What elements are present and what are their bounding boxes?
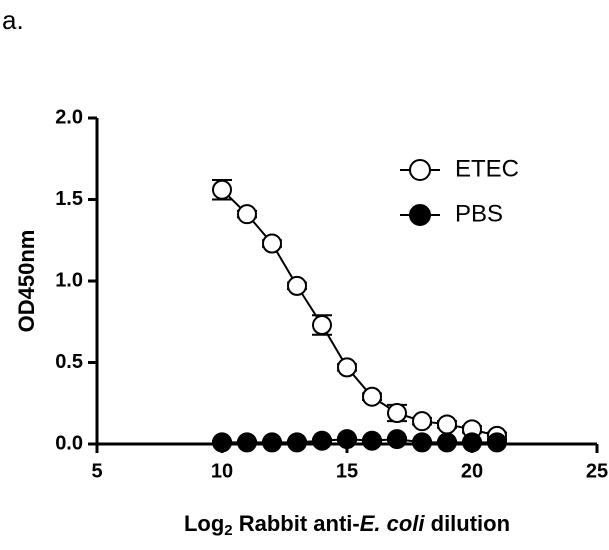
data-point: [362, 386, 382, 407]
x-tick-label: 10: [211, 460, 233, 482]
data-point: [287, 275, 307, 296]
data-point: [337, 357, 357, 378]
data-point: [262, 432, 282, 453]
data-point: [412, 411, 432, 432]
x-label-part: Rabbit anti-: [233, 511, 360, 536]
data-point: [462, 432, 482, 453]
data-point: [312, 430, 332, 451]
data-point: [487, 432, 507, 453]
data-point: [262, 233, 282, 254]
data-point: [362, 430, 382, 451]
y-tick-label: 0.5: [55, 351, 83, 373]
x-tick-label: 20: [461, 460, 483, 482]
panel-label: a.: [2, 5, 24, 35]
x-axis-label: Log2 Rabbit anti-E. coli dilution: [184, 511, 510, 539]
data-point: [287, 432, 307, 453]
y-tick-label: 1.5: [55, 188, 83, 210]
data-point: [212, 432, 232, 453]
data-point: [437, 432, 457, 453]
x-tick-label: 25: [586, 460, 608, 482]
data-point: [212, 179, 232, 200]
y-tick-label: 0.0: [55, 432, 83, 454]
x-label-sub: 2: [224, 522, 232, 539]
data-point: [437, 414, 457, 435]
data-point: [387, 403, 407, 424]
data-point: [237, 432, 257, 453]
x-tick-label: 5: [91, 460, 102, 482]
x-tick-label: 15: [336, 460, 358, 482]
x-label-part: Log: [184, 511, 224, 536]
x-label-part: dilution: [425, 511, 511, 536]
data-point: [237, 204, 257, 225]
legend-label: PBS: [455, 200, 503, 227]
y-tick-label: 2.0: [55, 106, 83, 128]
data-point: [337, 429, 357, 450]
y-axis-label: OD450nm: [14, 230, 39, 333]
x-label-italic: E. coli: [360, 511, 426, 536]
legend-label: ETEC: [455, 155, 519, 182]
data-point: [312, 315, 332, 336]
data-point: [412, 432, 432, 453]
legend-marker: [409, 204, 431, 226]
data-point: [387, 429, 407, 450]
legend-marker: [409, 159, 431, 181]
y-tick-label: 1.0: [55, 269, 83, 291]
